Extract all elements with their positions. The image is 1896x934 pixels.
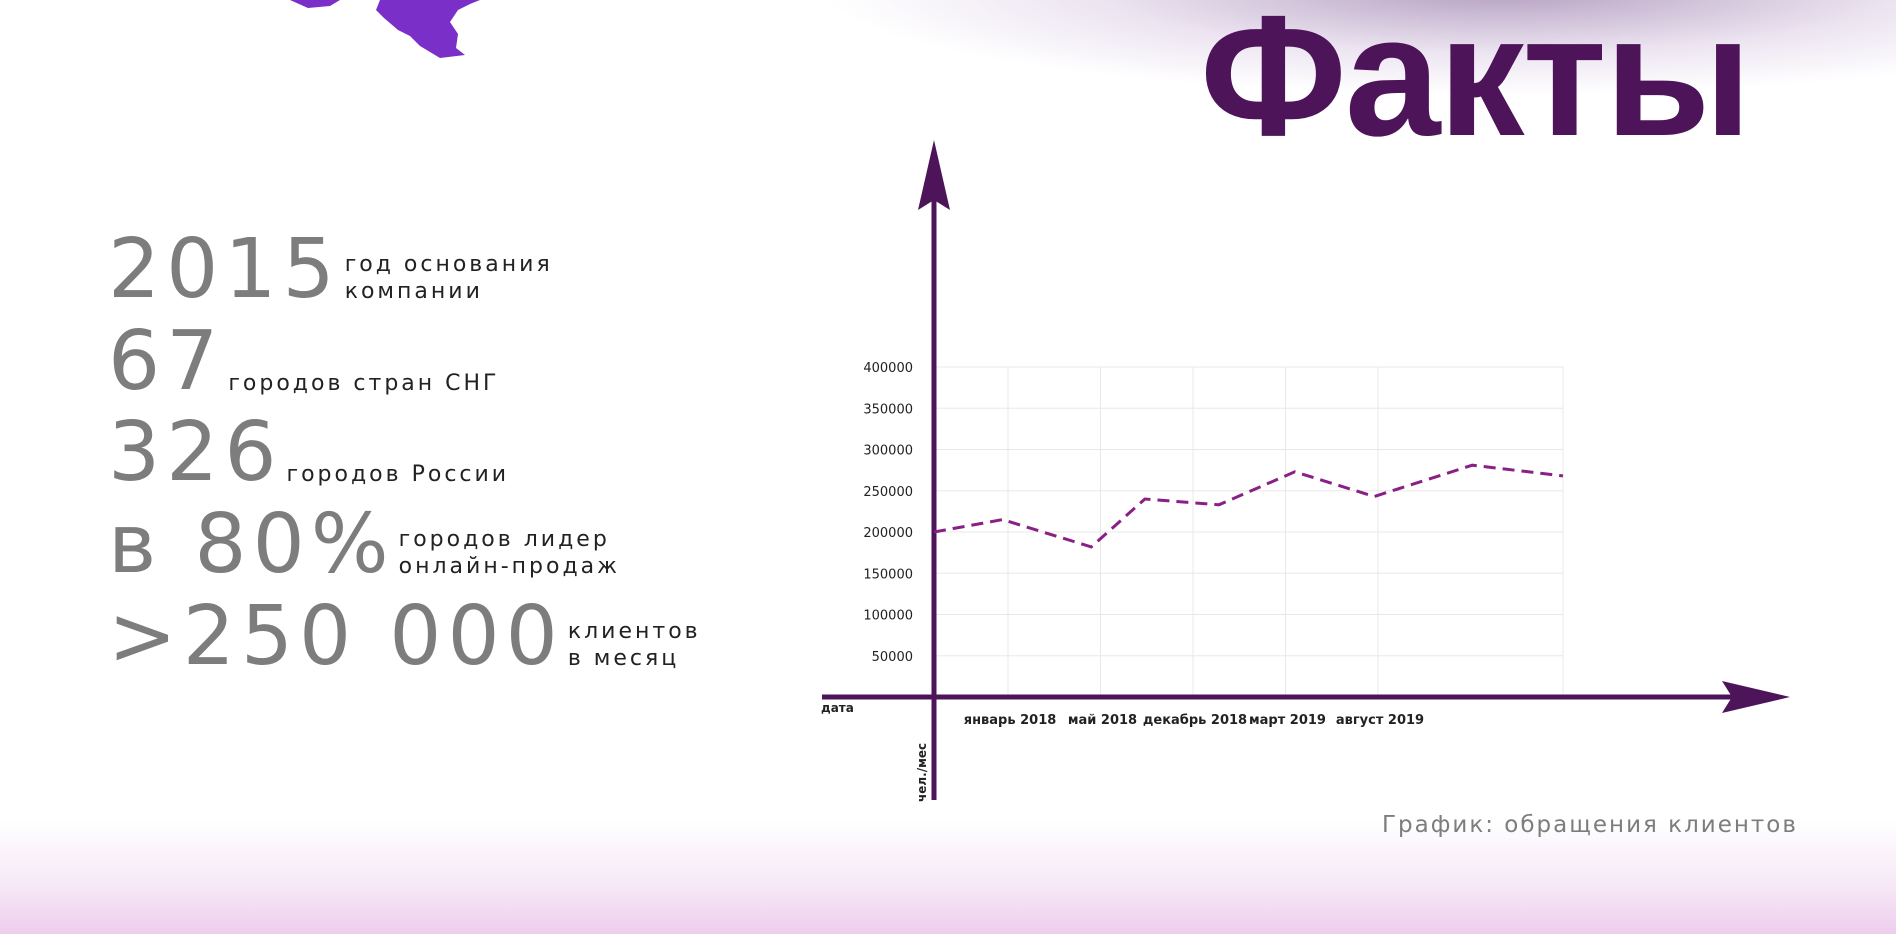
y-tick-label: 200000: [863, 526, 913, 541]
fact-item: >250 000 клиентов в месяц: [108, 589, 701, 684]
fact-description: год основания компании: [345, 251, 553, 305]
fact-description-line: городов стран СНГ: [228, 370, 500, 396]
page-title: Факты: [1200, 0, 1752, 172]
fact-description: клиентов в месяц: [568, 618, 701, 672]
axis-labels: дата чел./мес: [821, 701, 929, 802]
fact-value: 67: [108, 314, 225, 409]
series-line: [933, 463, 1564, 549]
fact-description: городов стран СНГ: [228, 370, 499, 397]
fact-item: 67 городов стран СНГ: [108, 314, 499, 409]
axes: [822, 140, 1790, 800]
y-tick-label: 250000: [863, 485, 913, 500]
fact-description-line: компании: [344, 278, 483, 304]
fact-description-line: городов России: [286, 461, 510, 487]
grid: [934, 366, 1564, 697]
y-tick-label: 300000: [863, 444, 913, 459]
fact-description-line: в месяц: [567, 645, 680, 671]
y-tick-label: 350000: [863, 402, 913, 417]
fact-value: >250 000: [108, 589, 564, 684]
map-logo-shape: [290, 0, 480, 58]
map-logo-icon: [290, 0, 480, 58]
fact-description: городов лидер онлайн-продаж: [399, 526, 620, 580]
x-tick-label: август 2019: [1336, 713, 1424, 728]
fact-item: 326 городов России: [108, 405, 510, 500]
top-gradient: [0, 0, 1896, 260]
fact-description-line: год основания: [344, 251, 553, 277]
x-tick-label: январь 2018: [964, 713, 1057, 728]
fact-item: 2015 год основания компании: [108, 222, 553, 317]
y-tick-label: 400000: [863, 361, 913, 376]
fact-description-line: онлайн-продаж: [398, 553, 620, 579]
x-axis-label: дата: [821, 701, 854, 715]
y-axis-arrow-icon: [918, 140, 950, 210]
bottom-gradient: [0, 820, 1896, 934]
fact-value: 326: [108, 405, 283, 500]
y-tick-label: 150000: [863, 567, 913, 582]
fact-item: в 80% городов лидер онлайн-продаж: [108, 497, 620, 592]
y-tick-label: 50000: [872, 650, 913, 665]
series-layer: [933, 463, 1564, 549]
chart-caption: График: обращения клиентов: [1382, 812, 1798, 838]
fact-description: городов России: [287, 461, 510, 488]
fact-value: в 80%: [108, 497, 395, 592]
y-axis-label: чел./мес: [915, 743, 929, 802]
fact-description-line: городов лидер: [398, 526, 610, 552]
x-tick-label: март 2019: [1249, 713, 1326, 728]
x-axis-arrow-icon: [1722, 681, 1790, 713]
fact-description-line: клиентов: [567, 618, 701, 644]
y-tick-label: 100000: [863, 609, 913, 624]
x-tick-label: май 2018: [1068, 713, 1137, 728]
tick-labels: 50000 100000 150000 200000 250000 300000 35000…: [863, 361, 1424, 728]
x-tick-label: декабрь 2018: [1143, 713, 1247, 728]
fact-value: 2015: [108, 222, 341, 317]
